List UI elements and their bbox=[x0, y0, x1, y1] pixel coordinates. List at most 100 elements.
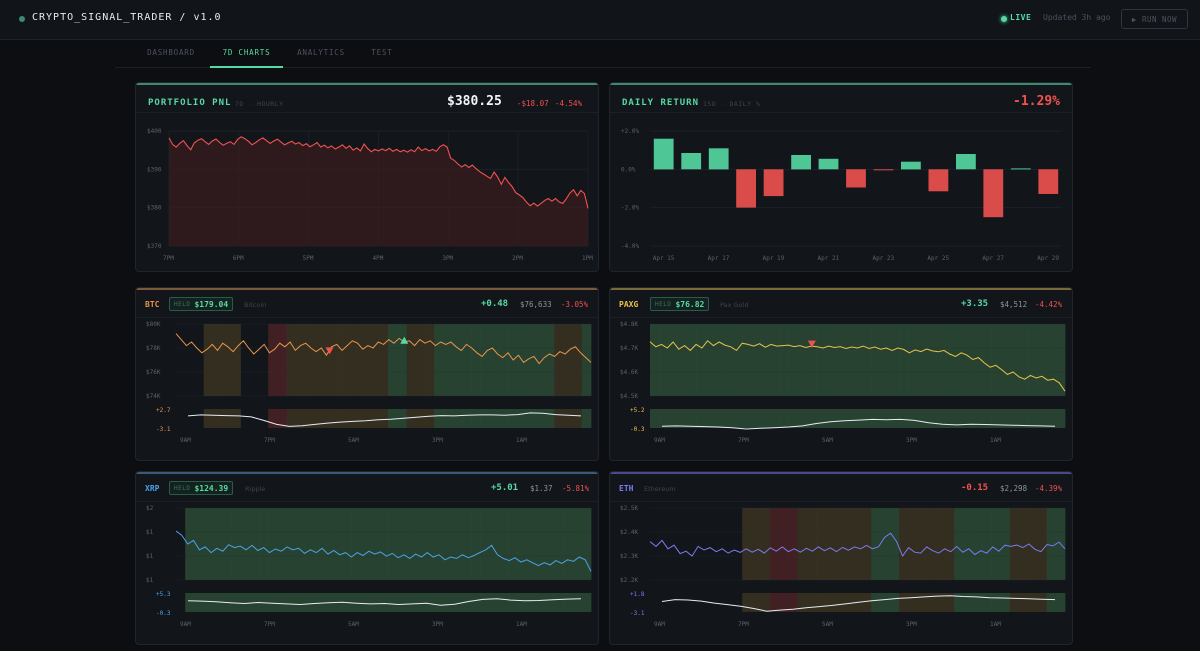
y-tick-label: $2.4K bbox=[620, 529, 638, 536]
signal-regime-band bbox=[945, 409, 955, 428]
signal-regime-band bbox=[1055, 409, 1066, 428]
signal-regime-band bbox=[342, 409, 352, 428]
signal-regime-band bbox=[935, 409, 946, 428]
regime-band bbox=[935, 324, 946, 396]
signal-regime-band bbox=[434, 409, 444, 428]
signal-regime-band bbox=[194, 593, 204, 612]
paxg-card: PAXG HELD $76.82 Pax Gold +3.35 $4,512 -… bbox=[609, 287, 1073, 461]
signal-regime-band bbox=[351, 409, 361, 428]
regime-band bbox=[1000, 508, 1010, 580]
held-badge: HELD $76.82 bbox=[650, 297, 710, 311]
signal-regime-band bbox=[1046, 593, 1057, 612]
y-tick-label: $4.5K bbox=[620, 393, 638, 400]
signal-regime-band bbox=[963, 409, 974, 428]
signal-regime-band bbox=[825, 409, 835, 428]
coin-change-pct: -4.42% bbox=[1035, 300, 1063, 309]
signal-regime-band bbox=[899, 409, 909, 428]
signal-regime-band bbox=[677, 409, 688, 428]
regime-band bbox=[686, 324, 697, 396]
regime-band bbox=[342, 508, 352, 580]
card-accent bbox=[136, 288, 598, 290]
x-tick-label: 9AM bbox=[654, 437, 665, 444]
bar bbox=[791, 155, 811, 170]
signal-regime-band bbox=[908, 409, 918, 428]
tab-test[interactable]: TEST bbox=[371, 48, 393, 57]
regime-band bbox=[295, 324, 306, 396]
bar bbox=[1010, 168, 1031, 170]
top-bar: CRYPTO_SIGNAL_TRADER / v1.0 LIVE Updated… bbox=[0, 0, 1200, 40]
regime-band bbox=[723, 324, 734, 396]
regime-band bbox=[889, 324, 900, 396]
regime-band bbox=[963, 508, 974, 580]
y-tick-label: $4.8K bbox=[620, 321, 638, 328]
x-tick-label: 9AM bbox=[654, 621, 665, 628]
regime-band bbox=[526, 324, 536, 396]
bar bbox=[1038, 169, 1059, 194]
signal-regime-band bbox=[1018, 409, 1029, 428]
tab-bar: DASHBOARD 7D CHARTS ANALYTICS TEST bbox=[115, 40, 1091, 68]
regime-band bbox=[471, 508, 481, 580]
signal-regime-band bbox=[286, 593, 297, 612]
signal-min-label: -0.3 bbox=[156, 610, 171, 617]
signal-regime-band bbox=[797, 593, 808, 612]
coin-price: $4,512 bbox=[1000, 300, 1028, 309]
signal-regime-band bbox=[926, 409, 937, 428]
regime-band bbox=[816, 508, 826, 580]
signal-regime-band bbox=[1009, 409, 1020, 428]
regime-band bbox=[769, 324, 780, 396]
x-tick-label: Apr 19 bbox=[763, 255, 785, 262]
tab-dashboard[interactable]: DASHBOARD bbox=[147, 48, 195, 57]
signal-regime-band bbox=[917, 593, 927, 612]
signal-regime-band bbox=[508, 593, 518, 612]
held-badge: HELD $179.04 bbox=[169, 297, 234, 311]
regime-band bbox=[1028, 508, 1038, 580]
held-label: HELD bbox=[174, 484, 191, 492]
signal-regime-band bbox=[203, 593, 214, 612]
signal-regime-band bbox=[779, 593, 789, 612]
regime-band bbox=[378, 324, 389, 396]
x-tick-label: 7PM bbox=[738, 437, 749, 444]
regime-band bbox=[259, 508, 269, 580]
bar bbox=[983, 169, 1004, 218]
regime-band bbox=[1055, 324, 1066, 396]
regime-band bbox=[231, 508, 241, 580]
signal-regime-band bbox=[378, 409, 389, 428]
updated-timestamp: Updated 3h ago bbox=[1043, 13, 1111, 22]
coin-price: $76,633 bbox=[520, 300, 552, 309]
signal-max-label: +5.2 bbox=[630, 407, 645, 414]
bar bbox=[928, 169, 949, 192]
tab-analytics[interactable]: ANALYTICS bbox=[297, 48, 345, 57]
signal-regime-band bbox=[705, 409, 715, 428]
y-tick-label: $76K bbox=[146, 369, 161, 376]
signal-regime-band bbox=[461, 593, 472, 612]
signal-regime-band bbox=[954, 593, 964, 612]
regime-band bbox=[342, 324, 352, 396]
eth-card: ETH Ethereum -0.15 $2,298 -4.39% $2.5K $2… bbox=[609, 471, 1073, 645]
x-tick-label: 5AM bbox=[348, 437, 359, 444]
regime-band bbox=[268, 324, 278, 396]
signal-regime-band bbox=[843, 409, 854, 428]
signal-regime-band bbox=[461, 409, 472, 428]
signal-regime-band bbox=[871, 593, 881, 612]
signal-regime-band bbox=[415, 593, 426, 612]
regime-band bbox=[871, 324, 881, 396]
regime-band bbox=[797, 508, 808, 580]
signal-regime-band bbox=[498, 409, 509, 428]
tab-7d-charts[interactable]: 7D CHARTS bbox=[222, 48, 271, 57]
x-tick-label: Apr 25 bbox=[927, 255, 949, 262]
run-now-button[interactable]: ▶ RUN NOW bbox=[1121, 9, 1188, 29]
x-tick-label: Apr 27 bbox=[982, 255, 1004, 262]
signal-line bbox=[661, 595, 1056, 612]
regime-band bbox=[332, 324, 343, 396]
regime-band bbox=[415, 324, 426, 396]
regime-band bbox=[535, 324, 546, 396]
coin-symbol: BTC bbox=[145, 300, 160, 309]
portfolio-value: $380.25 bbox=[447, 94, 502, 109]
x-tick-label: Apr 15 bbox=[653, 255, 675, 262]
x-tick-label: 3PM bbox=[432, 437, 443, 444]
coin-pnl: +5.01 bbox=[491, 483, 519, 493]
signal-regime-band bbox=[572, 409, 583, 428]
regime-band bbox=[360, 324, 370, 396]
regime-band bbox=[332, 508, 343, 580]
signal-regime-band bbox=[935, 593, 946, 612]
